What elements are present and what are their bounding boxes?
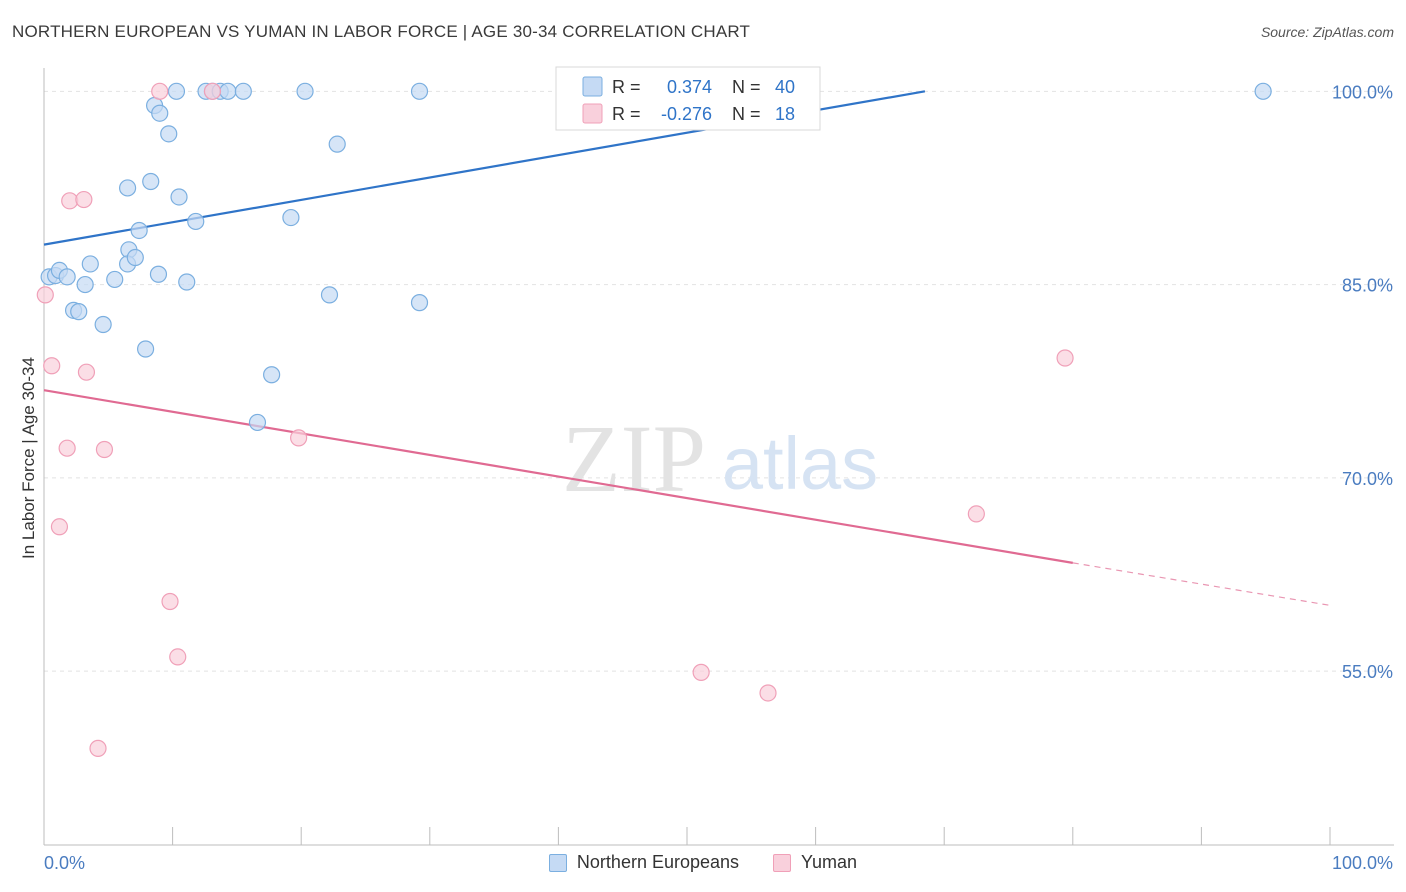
point-yuman: [290, 429, 308, 447]
point-northern-europeans: [118, 179, 137, 197]
point-yuman: [89, 739, 107, 757]
legend-r-northern: 0.374: [667, 77, 712, 97]
y-tick-label: 85.0%: [1342, 276, 1393, 296]
point-northern-europeans: [126, 248, 144, 267]
point-yuman: [759, 684, 777, 702]
point-yuman: [77, 363, 96, 381]
point-yuman: [36, 286, 54, 304]
svg-text:N =: N =: [732, 104, 761, 124]
point-northern-europeans: [136, 340, 155, 358]
source-label: Source: ZipAtlas.com: [1260, 24, 1394, 40]
x-tick-label: 0.0%: [44, 853, 85, 873]
point-northern-europeans: [94, 315, 112, 334]
watermark: ZIP atlas: [562, 405, 878, 512]
point-northern-europeans: [187, 212, 205, 231]
point-northern-europeans: [167, 82, 186, 100]
point-yuman: [61, 192, 79, 210]
point-yuman: [169, 648, 187, 666]
point-northern-europeans: [282, 208, 300, 227]
data-points: [36, 82, 1272, 757]
y-tick-label: 100.0%: [1332, 82, 1393, 102]
series-legend: Northern Europeans Yuman: [0, 852, 1406, 873]
legend-swatch-northern: [582, 76, 603, 97]
point-northern-europeans: [142, 172, 160, 191]
point-northern-europeans: [160, 125, 178, 143]
point-northern-europeans: [234, 82, 252, 100]
y-axis-label: In Labor Force | Age 30-34: [19, 357, 38, 559]
point-yuman: [58, 439, 76, 457]
point-yuman: [50, 518, 69, 536]
point-northern-europeans: [76, 275, 94, 294]
point-yuman: [692, 663, 710, 681]
point-yuman: [43, 357, 61, 375]
point-northern-europeans: [1254, 82, 1272, 100]
point-northern-europeans: [81, 255, 99, 273]
svg-text:N =: N =: [732, 77, 761, 97]
legend-item-northern-europeans[interactable]: Northern Europeans: [548, 852, 740, 873]
point-northern-europeans: [328, 135, 346, 153]
point-northern-europeans: [178, 273, 196, 291]
legend-label-northern-europeans: Northern Europeans: [576, 852, 740, 872]
point-yuman: [151, 82, 169, 100]
legend-n-yuman: 18: [775, 104, 795, 124]
y-tick-label: 70.0%: [1342, 469, 1393, 489]
point-northern-europeans: [219, 82, 237, 100]
legend-r-yuman: -0.276: [661, 104, 712, 124]
watermark-atlas: atlas: [722, 422, 878, 505]
trend-lines: [43, 90, 1331, 606]
x-tick-label: 100.0%: [1332, 853, 1393, 873]
point-northern-europeans: [248, 413, 267, 432]
legend-n-northern: 40: [775, 77, 795, 97]
trend-line-1: [43, 389, 1073, 564]
point-northern-europeans: [149, 265, 168, 283]
point-northern-europeans: [410, 294, 429, 312]
grid-lines: [44, 90, 1394, 672]
legend-swatch-northern-europeans: [548, 853, 567, 872]
point-northern-europeans: [151, 104, 169, 122]
point-northern-europeans: [320, 286, 339, 304]
chart-title: NORTHERN EUROPEAN VS YUMAN IN LABOR FORC…: [12, 22, 751, 41]
legend-item-yuman[interactable]: Yuman: [773, 852, 857, 873]
point-northern-europeans: [58, 268, 76, 286]
tick-labels: 55.0% 70.0% 85.0% 100.0% 0.0% 100.0%: [44, 82, 1393, 873]
point-northern-europeans: [70, 303, 88, 321]
point-northern-europeans: [106, 270, 124, 289]
point-yuman: [161, 592, 179, 611]
stats-legend: R = 0.374 N = 40 R = -0.276 N = 18: [555, 66, 821, 131]
legend-swatch-yuman: [582, 103, 603, 124]
point-yuman: [75, 190, 93, 209]
svg-text:R =: R =: [612, 104, 641, 124]
point-yuman: [967, 505, 985, 523]
legend-label-yuman: Yuman: [801, 852, 858, 872]
point-yuman: [1056, 349, 1074, 367]
point-northern-europeans: [410, 82, 429, 100]
point-northern-europeans: [263, 366, 281, 384]
watermark-zip: ZIP: [562, 405, 706, 512]
trend-line-dashed-1: [1072, 562, 1331, 606]
point-yuman: [95, 440, 114, 459]
legend-swatch-yuman-bottom: [773, 853, 792, 872]
point-northern-europeans: [296, 82, 314, 100]
y-tick-label: 55.0%: [1342, 662, 1393, 682]
point-northern-europeans: [130, 221, 148, 240]
point-yuman: [203, 82, 222, 100]
point-northern-europeans: [170, 188, 188, 206]
axes: [43, 68, 1394, 846]
svg-text:R =: R =: [612, 77, 641, 97]
